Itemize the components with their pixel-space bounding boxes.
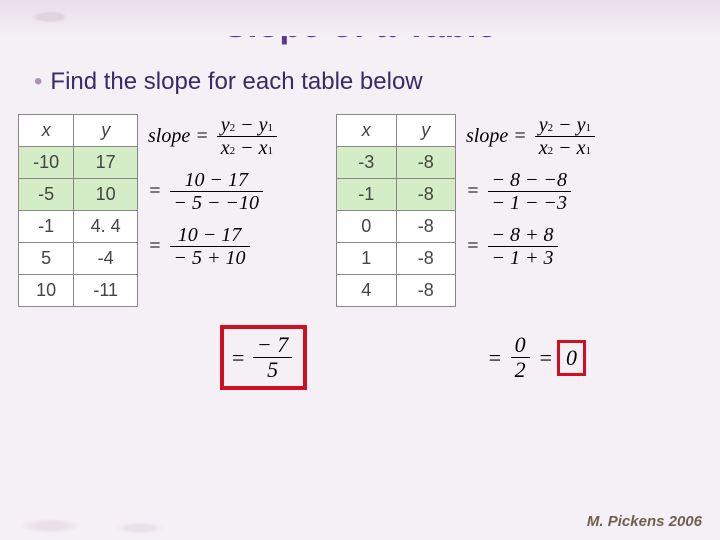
- slope-label: slope: [466, 125, 508, 148]
- t2-c: -8: [396, 275, 456, 307]
- t1-h-x: x: [19, 115, 74, 147]
- equations-1: slope = y2 − y1x2 − x1 = 10 − 17− 5 − −1…: [148, 114, 326, 307]
- t1-c: 10: [19, 275, 74, 307]
- t2-c: 0: [337, 211, 397, 243]
- t1-h-y: y: [74, 115, 138, 147]
- instruction-content: Find the slope for each table below: [50, 68, 422, 95]
- t2-c: -3: [337, 147, 397, 179]
- footer-credit: M. Pickens 2006: [587, 513, 702, 530]
- t2-h-x: x: [337, 115, 397, 147]
- slope-label: slope: [148, 125, 190, 148]
- content-row: xy -1017 -510 -14. 4 5-4 10-11 slope = y…: [0, 114, 720, 307]
- answer-1-box: = − 75: [220, 325, 307, 390]
- t2-c: -1: [337, 179, 397, 211]
- instruction-text: • Find the slope for each table below: [34, 68, 720, 96]
- t1-c: -4: [74, 243, 138, 275]
- t2-c: -8: [396, 243, 456, 275]
- eq1-step2: = 10 − 17− 5 + 10: [148, 224, 326, 269]
- t1-c: -1: [19, 211, 74, 243]
- t2-c: -8: [396, 147, 456, 179]
- eq2-step2: = − 8 + 8− 1 + 3: [466, 224, 644, 269]
- t1-c: -10: [19, 147, 74, 179]
- final-answers: = − 75 = 02 =0: [220, 325, 720, 390]
- t1-c: -11: [74, 275, 138, 307]
- t1-c: 10: [74, 179, 138, 211]
- decorative-border: [0, 512, 220, 540]
- formula-2: slope = y2 − y1x2 − x1: [466, 114, 644, 159]
- t1-c: 17: [74, 147, 138, 179]
- answer-2: = 02 =0: [487, 325, 586, 390]
- t2-h-y: y: [396, 115, 456, 147]
- formula-1: slope = y2 − y1x2 − x1: [148, 114, 326, 159]
- t1-c: -5: [19, 179, 74, 211]
- t2-c: 4: [337, 275, 397, 307]
- answer-2-box: 0: [557, 340, 586, 376]
- bullet-icon: •: [34, 68, 42, 95]
- table-2: xy -3-8 -1-8 0-8 1-8 4-8: [336, 114, 456, 307]
- t2-c: 1: [337, 243, 397, 275]
- t1-c: 5: [19, 243, 74, 275]
- equations-2: slope = y2 − y1x2 − x1 = − 8 − −8− 1 − −…: [466, 114, 644, 307]
- eq1-step1: = 10 − 17− 5 − −10: [148, 169, 326, 214]
- eq2-step1: = − 8 − −8− 1 − −3: [466, 169, 644, 214]
- table-1: xy -1017 -510 -14. 4 5-4 10-11: [18, 114, 138, 307]
- t2-c: -8: [396, 211, 456, 243]
- t1-c: 4. 4: [74, 211, 138, 243]
- t2-c: -8: [396, 179, 456, 211]
